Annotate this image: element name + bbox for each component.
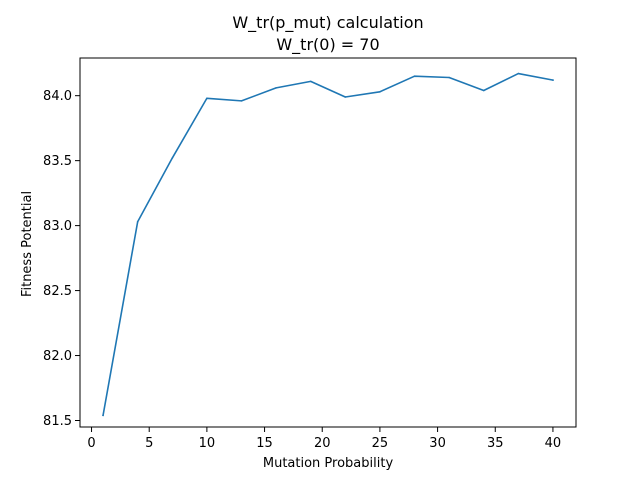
- data-point: [482, 89, 485, 92]
- x-tick-label: 30: [429, 436, 446, 451]
- y-tick-label: 84.0: [43, 89, 72, 104]
- data-point: [517, 72, 520, 75]
- y-tick-label: 83.0: [43, 219, 72, 234]
- x-tick-label: 0: [87, 436, 95, 451]
- x-tick-label: 15: [256, 436, 273, 451]
- x-tick-label: 35: [487, 436, 504, 451]
- data-point: [171, 157, 174, 159]
- data-point: [240, 100, 243, 102]
- data-point: [275, 87, 277, 89]
- data-point: [136, 220, 139, 223]
- series-line: [102, 72, 554, 417]
- axes-frame: [79, 57, 577, 428]
- x-tick-label: 25: [372, 436, 389, 451]
- x-axis-ticks: 0 5 10 15 20 25 30 35 40: [87, 427, 561, 451]
- y-tick-label: 82.5: [43, 284, 72, 299]
- data-point: [379, 90, 381, 93]
- x-tick-label: 40: [545, 436, 562, 451]
- data-point: [309, 80, 312, 83]
- chart-title-line-1: W_tr(p_mut) calculation: [232, 13, 423, 33]
- x-tick-label: 20: [314, 436, 331, 451]
- series-layer: [102, 72, 554, 417]
- y-tick-label: 81.5: [43, 414, 72, 429]
- data-point: [413, 75, 416, 77]
- data-point: [102, 414, 104, 417]
- y-axis-ticks: 81.5 82.0 82.5 83.0 83.5 84.0: [43, 89, 80, 429]
- data-point: [206, 97, 208, 100]
- y-axis-label: Fitness Potential: [20, 191, 35, 297]
- x-tick-label: 10: [199, 436, 216, 451]
- y-tick-label: 83.5: [43, 154, 72, 169]
- plot-area: 0 5 10 15 20 25 30 35 40 81.5 82.0 82.5 83.0 83.5 84.…: [43, 57, 577, 451]
- data-point: [448, 76, 450, 79]
- x-tick-label: 5: [145, 436, 153, 451]
- x-axis-label: Mutation Probability: [263, 456, 394, 471]
- chart-title-line-2: W_tr(0) = 70: [276, 35, 379, 55]
- data-point: [552, 79, 554, 81]
- y-tick-label: 82.0: [43, 349, 72, 364]
- data-point: [344, 96, 347, 98]
